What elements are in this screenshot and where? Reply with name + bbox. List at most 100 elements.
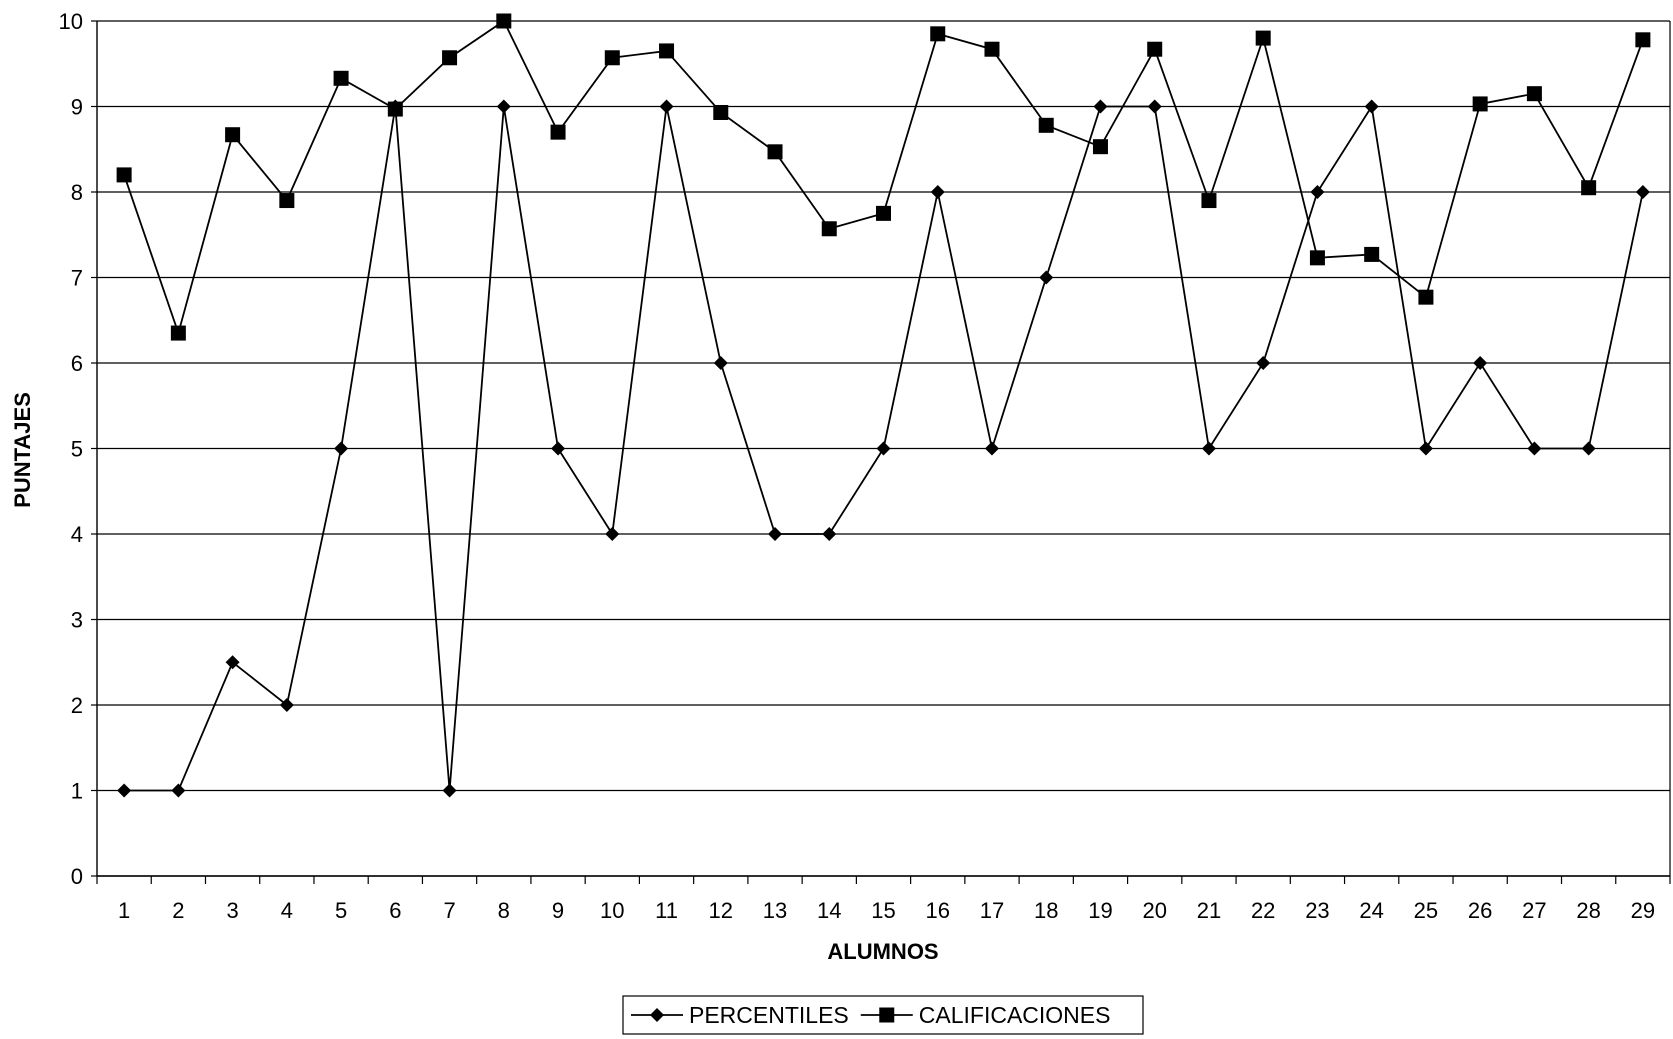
- x-tick-label: 6: [389, 898, 401, 923]
- x-tick-label: 12: [709, 898, 733, 923]
- legend-marker: [650, 1008, 664, 1022]
- data-point: [279, 193, 295, 209]
- data-point: [713, 104, 729, 120]
- x-tick-label: 7: [443, 898, 455, 923]
- x-axis-title: ALUMNOS: [827, 939, 938, 964]
- data-point: [1256, 356, 1271, 370]
- data-point: [170, 325, 186, 341]
- data-point: [821, 221, 837, 237]
- data-point: [876, 205, 891, 221]
- data-point: [876, 441, 891, 456]
- x-tick-label: 20: [1142, 898, 1166, 923]
- y-tick-label: 3: [71, 608, 83, 633]
- legend-entry: PERCENTILES: [631, 1002, 849, 1028]
- data-point: [1039, 270, 1054, 285]
- x-tick-label: 5: [335, 898, 347, 923]
- x-tick-label: 26: [1468, 898, 1492, 923]
- data-point: [1092, 139, 1108, 155]
- legend-entry: CALIFICACIONES: [860, 1002, 1111, 1028]
- data-point: [117, 783, 132, 798]
- data-point: [930, 185, 945, 199]
- x-tick-label: 24: [1359, 898, 1383, 923]
- y-tick-label: 6: [71, 351, 83, 376]
- data-point: [116, 167, 132, 183]
- y-tick-label: 0: [71, 864, 83, 889]
- data-point: [1364, 99, 1379, 114]
- data-point: [822, 527, 837, 541]
- data-point: [1526, 86, 1542, 102]
- data-point: [713, 356, 728, 370]
- data-point: [225, 655, 240, 670]
- x-tick-label: 15: [871, 898, 895, 923]
- x-tick-label: 11: [655, 898, 678, 923]
- data-point: [1473, 356, 1488, 370]
- legend: PERCENTILES CALIFICACIONES: [622, 995, 1144, 1035]
- data-point: [604, 50, 620, 66]
- data-point: [333, 70, 349, 86]
- data-point: [1581, 180, 1597, 196]
- data-point: [1472, 96, 1488, 112]
- y-tick-label: 8: [71, 180, 83, 205]
- y-tick-label: 10: [59, 9, 83, 34]
- data-point: [1364, 246, 1380, 262]
- data-point: [984, 441, 999, 456]
- data-point: [984, 41, 1000, 57]
- data-point: [1635, 32, 1651, 48]
- y-axis-title: PUNTAJES: [10, 392, 35, 508]
- legend-box: [622, 995, 1144, 1035]
- y-tick-label: 2: [71, 693, 83, 718]
- legend-label: PERCENTILES: [689, 1002, 849, 1028]
- y-tick-label: 4: [71, 522, 83, 547]
- data-point: [1635, 185, 1650, 199]
- data-point: [496, 99, 511, 114]
- x-tick-label: 4: [281, 898, 293, 923]
- data-point: [767, 144, 783, 160]
- data-point: [1527, 441, 1542, 456]
- legend-marker: [879, 1007, 895, 1023]
- data-point: [334, 441, 349, 456]
- data-point: [605, 527, 620, 541]
- data-point: [550, 124, 566, 140]
- y-tick-label: 9: [71, 95, 83, 120]
- data-point: [1309, 250, 1325, 266]
- data-point: [1255, 30, 1271, 46]
- y-tick-label: 1: [71, 779, 83, 804]
- x-tick-label: 3: [226, 898, 238, 923]
- data-point: [442, 783, 457, 798]
- data-point: [1147, 99, 1162, 114]
- x-tick-label: 27: [1522, 898, 1546, 923]
- data-point: [1201, 193, 1217, 209]
- x-tick-label: 8: [498, 898, 510, 923]
- data-point: [659, 99, 674, 114]
- x-tick-label: 13: [763, 898, 787, 923]
- x-tick-label: 19: [1088, 898, 1112, 923]
- legend-label: CALIFICACIONES: [919, 1002, 1111, 1028]
- x-tick-label: 18: [1034, 898, 1058, 923]
- x-tick-label: 9: [552, 898, 564, 923]
- series-line: [123, 19, 1644, 337]
- data-point: [1581, 441, 1596, 456]
- data-point: [1310, 185, 1325, 199]
- x-tick-label: 22: [1251, 898, 1275, 923]
- y-tick-label: 5: [71, 437, 83, 462]
- x-tick-label: 25: [1414, 898, 1438, 923]
- data-point: [1418, 289, 1434, 305]
- data-point: [1201, 441, 1216, 456]
- series-layer: [116, 13, 1651, 798]
- data-point: [1093, 99, 1108, 114]
- data-point: [1418, 441, 1433, 456]
- x-tick-label: 10: [600, 898, 624, 923]
- data-point: [1038, 117, 1054, 133]
- data-point: [225, 127, 241, 143]
- x-tick-label: 21: [1197, 898, 1221, 923]
- x-tick-label: 14: [817, 898, 841, 923]
- data-point: [1147, 41, 1163, 57]
- data-point: [442, 50, 458, 66]
- data-point: [171, 783, 186, 798]
- x-tick-label: 17: [980, 898, 1004, 923]
- data-point: [930, 26, 946, 42]
- data-point: [387, 101, 403, 117]
- y-tick-label: 7: [71, 266, 83, 291]
